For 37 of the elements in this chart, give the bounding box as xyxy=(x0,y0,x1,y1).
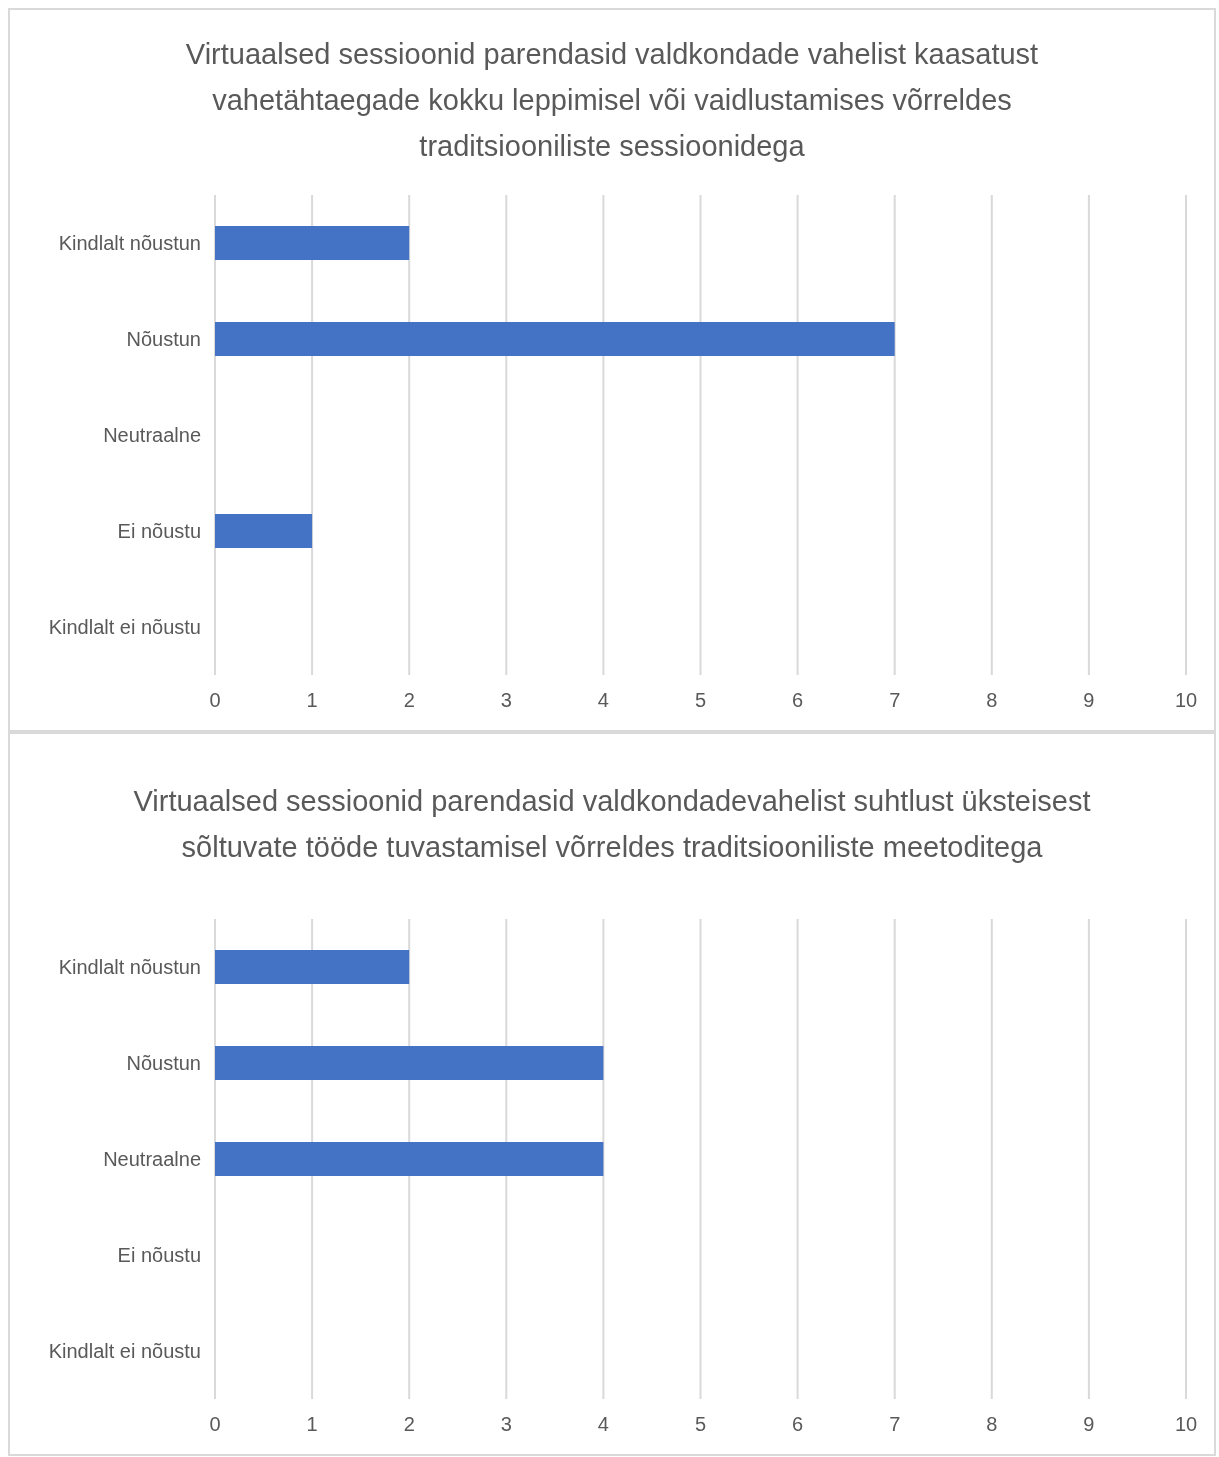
x-tick-label: 2 xyxy=(403,1413,415,1436)
y-tick-label: Kindlalt nõustun xyxy=(58,232,201,255)
x-tick-label: 9 xyxy=(1083,689,1095,712)
x-tick-label: 5 xyxy=(694,689,707,712)
chart-title: Virtuaalsed sessioonid parendasid valdkondade vahelist kaasatust vahetähtaegade kokku leppimisel või vaidlustamises võrreldes traditsiooniliste sessioonidega xyxy=(184,37,1040,164)
x-tick-label: 0 xyxy=(209,689,221,712)
x-tick-label: 10 xyxy=(1174,1413,1198,1436)
x-tick-label: 6 xyxy=(792,1413,804,1436)
bar xyxy=(215,514,313,548)
x-tick-label: 10 xyxy=(1174,689,1198,712)
x-tick-label: 4 xyxy=(597,1413,609,1436)
y-tick-label: Kindlalt ei nõustu xyxy=(48,616,201,639)
y-tick-label: Kindlalt ei nõustu xyxy=(48,1340,201,1363)
x-tick-label: 8 xyxy=(986,689,998,712)
y-tick-label: Kindlalt nõustun xyxy=(58,956,201,979)
x-tick-label: 7 xyxy=(889,1413,901,1436)
x-tick-label: 1 xyxy=(306,689,318,712)
x-tick-label: 5 xyxy=(694,1413,707,1436)
x-tick-label: 3 xyxy=(500,689,512,712)
y-tick-label: Neutraalne xyxy=(103,424,201,447)
bar xyxy=(215,322,895,356)
chart-title: Virtuaalsed sessioonid parendasid valdkondadevahelist suhtlust üksteisest sõltuvate tööde tuvastamisel võrreldes traditsiooniliste meetoditega xyxy=(132,784,1092,865)
x-tick-label: 4 xyxy=(597,689,609,712)
x-tick-label: 1 xyxy=(306,1413,318,1436)
x-tick-label: 3 xyxy=(500,1413,512,1436)
x-tick-label: 7 xyxy=(889,689,901,712)
x-tick-label: 0 xyxy=(209,1413,221,1436)
x-tick-label: 8 xyxy=(986,1413,998,1436)
y-tick-label: Nõustun xyxy=(126,1052,201,1075)
y-tick-label: Nõustun xyxy=(126,328,201,351)
x-tick-label: 6 xyxy=(792,689,804,712)
x-tick-label: 9 xyxy=(1083,1413,1095,1436)
y-tick-label: Neutraalne xyxy=(103,1148,201,1171)
y-tick-label: Ei nõustu xyxy=(117,520,201,543)
x-tick-label: 2 xyxy=(403,689,415,712)
bar xyxy=(215,226,410,260)
y-tick-label: Ei nõustu xyxy=(117,1244,201,1267)
